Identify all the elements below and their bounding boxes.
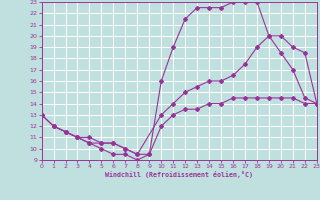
X-axis label: Windchill (Refroidissement éolien,°C): Windchill (Refroidissement éolien,°C) [105,171,253,178]
